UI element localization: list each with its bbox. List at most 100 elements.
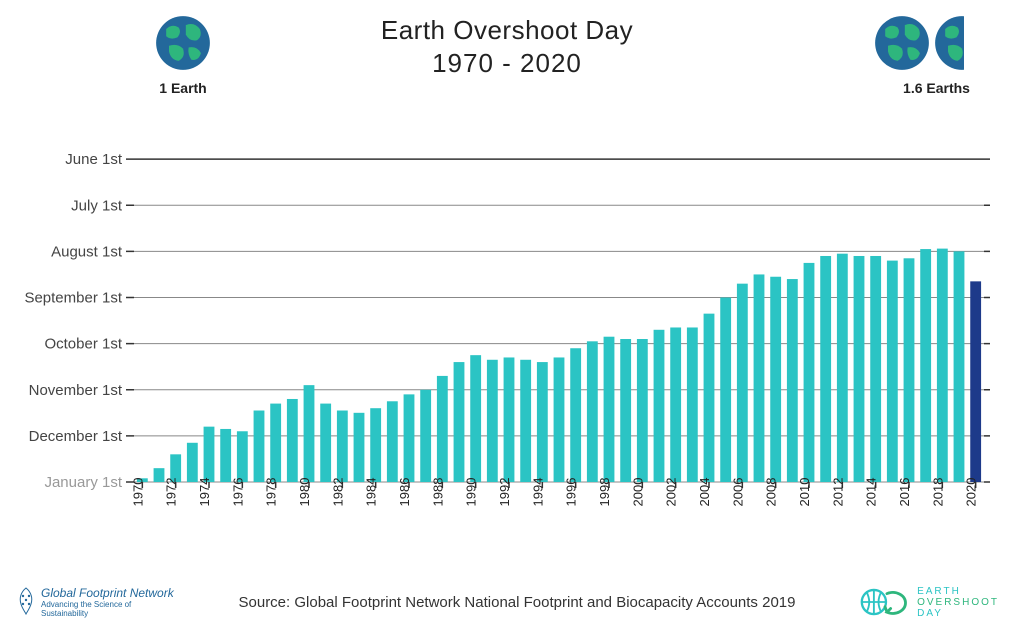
bar-1977	[254, 411, 265, 482]
bar-1999	[620, 339, 631, 482]
bar-2006	[737, 284, 748, 482]
bar-2013	[854, 256, 865, 482]
overshoot-logo-icon	[859, 585, 911, 619]
x-axis-label: 1996	[564, 478, 579, 507]
bar-2020	[970, 281, 981, 482]
bar-2004	[704, 314, 715, 482]
gfn-brand: Global Footprint Network	[15, 586, 175, 600]
bar-2005	[720, 298, 731, 483]
x-axis-label: 1986	[397, 478, 412, 507]
y-axis-label: January 1st	[44, 474, 122, 491]
x-axis-label: 2016	[897, 478, 912, 507]
x-axis-label: 1976	[230, 478, 245, 507]
bar-1988	[437, 376, 448, 482]
x-axis-label: 1982	[330, 478, 345, 507]
bar-2003	[687, 327, 698, 482]
bar-2000	[637, 339, 648, 482]
bar-1983	[354, 413, 365, 482]
x-axis-label: 1990	[464, 478, 479, 507]
x-axis-label: 2000	[630, 478, 645, 507]
bar-1986	[404, 394, 415, 482]
x-axis-label: 1998	[597, 478, 612, 507]
y-axis-label: December 1st	[29, 428, 123, 445]
bar-2008	[770, 277, 781, 482]
bar-2014	[870, 256, 881, 482]
bar-2017	[920, 249, 931, 482]
earth-right-label: 1.6 Earths	[859, 80, 1014, 96]
x-axis-label: 1978	[264, 478, 279, 507]
bar-2016	[904, 258, 915, 482]
bar-1992	[504, 357, 515, 482]
earth-right-block: 1.6 Earths	[859, 15, 1014, 96]
x-axis-label: 1970	[130, 478, 145, 507]
chart-container: January 1st December 1st November 1st Octob…	[22, 105, 992, 527]
y-axis-label: October 1st	[44, 336, 122, 353]
x-axis-label: 2012	[830, 478, 845, 507]
bar-1993	[520, 360, 531, 482]
y-axis-label: November 1st	[29, 382, 123, 399]
bar-2011	[820, 256, 831, 482]
bar-1985	[387, 401, 398, 482]
overshoot-logo: EARTH OVERSHOOT DAY	[859, 585, 999, 619]
bar-2012	[837, 254, 848, 482]
x-axis-label: 2010	[797, 478, 812, 507]
bar-1997	[587, 341, 598, 482]
bar-1995	[554, 357, 565, 482]
earth-left-block: 1 Earth	[155, 15, 211, 96]
y-axis-label: September 1st	[24, 290, 122, 307]
x-axis-label: 2020	[964, 478, 979, 507]
bar-2015	[887, 261, 898, 482]
footer: Global Footprint Network Advancing the S…	[0, 585, 1014, 619]
x-axis-label: 2018	[930, 478, 945, 507]
gfn-tagline: Advancing the Science of Sustainability	[15, 600, 175, 618]
x-axis-label: 1984	[364, 478, 379, 507]
bar-1987	[420, 390, 431, 482]
bar-1998	[604, 337, 615, 482]
x-axis-label: 1988	[430, 478, 445, 507]
bar-2010	[804, 263, 815, 482]
x-axis-label: 1980	[297, 478, 312, 507]
bar-2007	[754, 274, 765, 482]
overshoot-bar-chart: January 1st December 1st November 1st Octob…	[22, 105, 992, 527]
bar-1981	[320, 404, 331, 482]
bar-2018	[937, 249, 948, 482]
bar-1982	[337, 411, 348, 482]
bar-1975	[220, 429, 231, 482]
y-axis-label: June 1st	[65, 151, 123, 168]
bar-1979	[287, 399, 298, 482]
bar-1994	[537, 362, 548, 482]
earth-left-label: 1 Earth	[155, 80, 211, 96]
y-axis-label: August 1st	[51, 243, 123, 260]
x-axis-label: 1992	[497, 478, 512, 507]
globe-half-icon	[934, 15, 964, 76]
bar-1990	[470, 355, 481, 482]
bar-2009	[787, 279, 798, 482]
x-axis-label: 2008	[764, 478, 779, 507]
x-axis-label: 1972	[164, 478, 179, 507]
bar-1991	[487, 360, 498, 482]
bar-1989	[454, 362, 465, 482]
x-axis-label: 1974	[197, 478, 212, 507]
bar-1978	[270, 404, 281, 482]
x-axis-label: 2014	[864, 478, 879, 507]
overshoot-logo-text: EARTH OVERSHOOT DAY	[917, 586, 999, 619]
x-axis-label: 2006	[730, 478, 745, 507]
x-axis-label: 2004	[697, 478, 712, 507]
x-axis-label: 1994	[530, 478, 545, 507]
globe-icon	[874, 15, 930, 76]
y-axis-label: July 1st	[71, 197, 123, 214]
bar-2019	[954, 251, 965, 482]
bar-2002	[670, 327, 681, 482]
header: 1 Earth Earth Overshoot Day 1970 - 2020 …	[0, 0, 1014, 100]
bar-1984	[370, 408, 381, 482]
source-text: Source: Global Footprint Network Nationa…	[175, 594, 859, 611]
bar-1976	[237, 431, 248, 482]
bar-1996	[570, 348, 581, 482]
gfn-logo: Global Footprint Network Advancing the S…	[15, 586, 175, 618]
bar-1974	[204, 427, 215, 482]
globe-icon	[155, 15, 211, 76]
x-axis-label: 2002	[664, 478, 679, 507]
bar-1980	[304, 385, 315, 482]
bar-1973	[187, 443, 198, 482]
bar-2001	[654, 330, 665, 482]
